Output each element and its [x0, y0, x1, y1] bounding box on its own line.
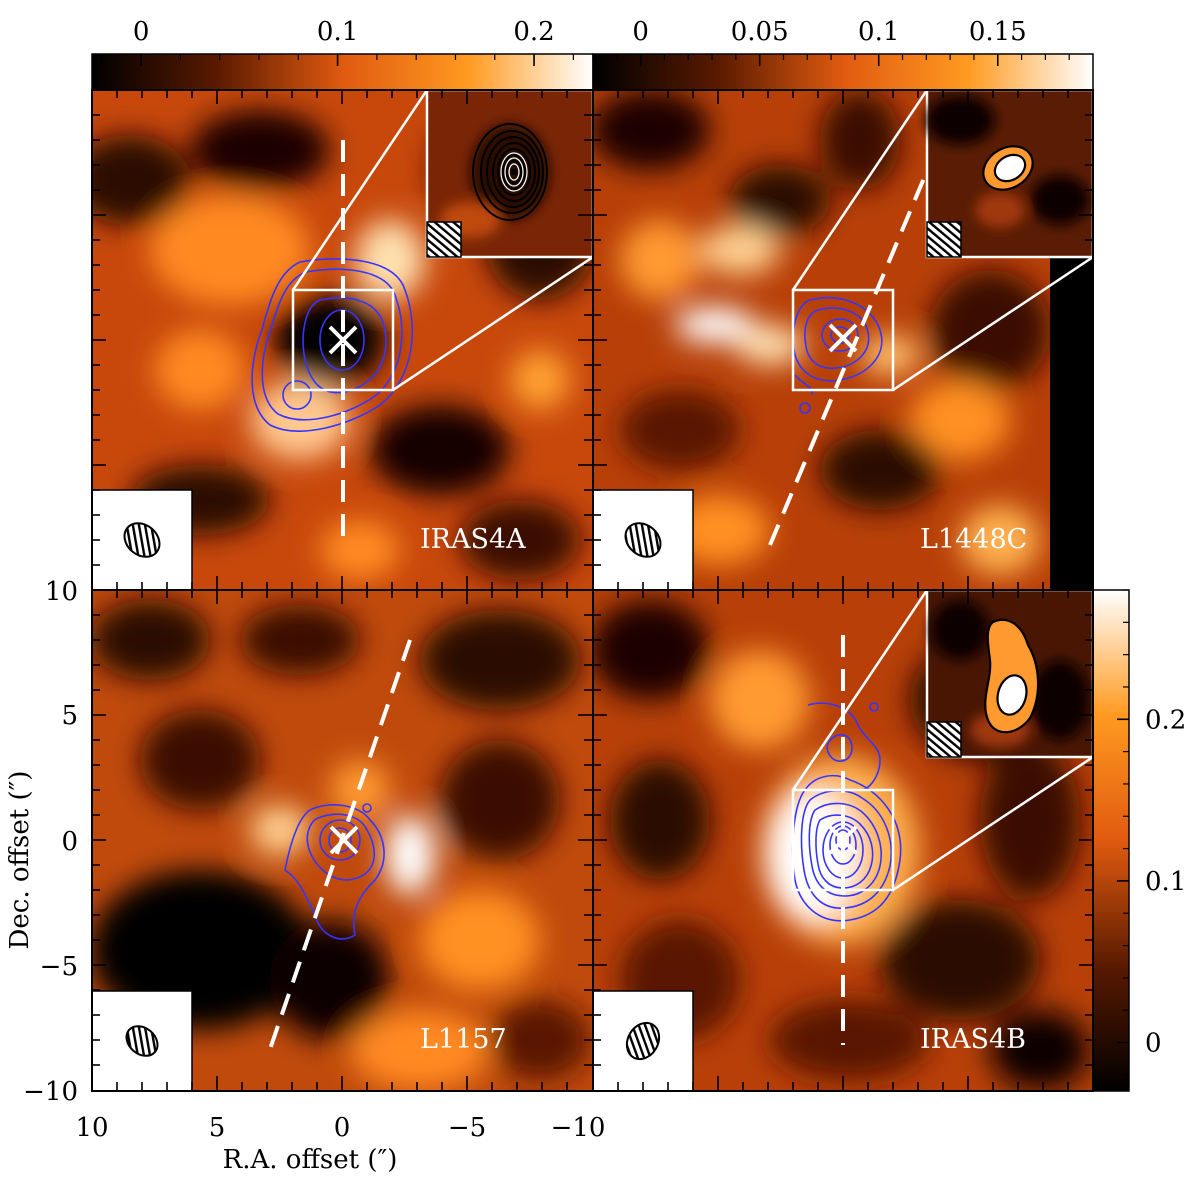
colorbar-right: 0 0.1 0.2 [1092, 589, 1186, 1092]
x-tick-label: −10 [551, 1113, 606, 1143]
x-tick-labels: 10 5 0 −5 −10 [75, 1113, 605, 1143]
inset-beam-icon [926, 721, 962, 758]
y-tick-label: −10 [23, 1077, 78, 1107]
colorbar-tick-label: 0.1 [858, 17, 899, 47]
panel-iras4b: IRAS4B [593, 590, 1093, 1091]
panel-l1157: L1157 [92, 590, 593, 1091]
source-label: L1448C [920, 524, 1027, 555]
colorbar-tick-label: 0.05 [731, 17, 789, 47]
beam-ellipse-icon [123, 522, 161, 558]
colorbar-tick-label: 0 [133, 17, 150, 47]
inset-iras4a [425, 90, 593, 259]
colorbar-tick-label: 0.1 [1145, 867, 1186, 897]
source-cross-icon [328, 325, 358, 355]
source-label: L1157 [420, 1024, 507, 1055]
source-label: IRAS4B [920, 1024, 1026, 1055]
x-tick-label: 0 [334, 1113, 351, 1143]
colorbar-top-left: 0 0.1 0.2 [91, 17, 594, 91]
panel-l1448c: L1448C [593, 90, 1093, 590]
colorbar-tick-label: 0.1 [317, 17, 358, 47]
source-cross-icon [828, 825, 858, 855]
inset-iras4b [925, 590, 1093, 759]
source-cross-icon [329, 825, 359, 855]
beam-ellipse-icon [125, 1025, 159, 1057]
colorbar-tick-label: 0.2 [1145, 705, 1186, 735]
inset-beam-icon [426, 221, 462, 258]
y-tick-labels: 10 5 0 −5 −10 [23, 577, 78, 1107]
colorbar-tick-label: 0.15 [969, 17, 1027, 47]
source-cross-icon [828, 323, 858, 353]
x-tick-label: −5 [448, 1113, 486, 1143]
colorbar-tick-label: 0.2 [513, 17, 554, 47]
y-tick-label: −5 [40, 952, 78, 982]
x-tick-label: 10 [75, 1113, 108, 1143]
panel-iras4a: IRAS4A [92, 90, 593, 590]
colorbar-tick-label: 0 [632, 17, 649, 47]
inset-l1448c [925, 90, 1093, 259]
colorbar-top-right: 0 0.05 0.1 0.15 [592, 17, 1094, 91]
y-axis-title: Dec. offset (″) [5, 771, 35, 950]
panel-tick-marks [92, 90, 1093, 1090]
inset-beam-icon [926, 221, 962, 258]
beam-ellipse-icon [625, 1021, 661, 1061]
y-tick-label: 10 [45, 577, 78, 607]
colorbar-tick-label: 0 [1145, 1029, 1162, 1059]
beam-ellipse-icon [624, 522, 662, 558]
source-label: IRAS4A [420, 524, 526, 555]
y-tick-label: 0 [61, 827, 78, 857]
y-tick-label: 5 [61, 701, 78, 731]
x-tick-label: 5 [209, 1113, 226, 1143]
x-axis-title: R.A. offset (″) [223, 1145, 398, 1175]
outflow-axis [768, 139, 942, 546]
